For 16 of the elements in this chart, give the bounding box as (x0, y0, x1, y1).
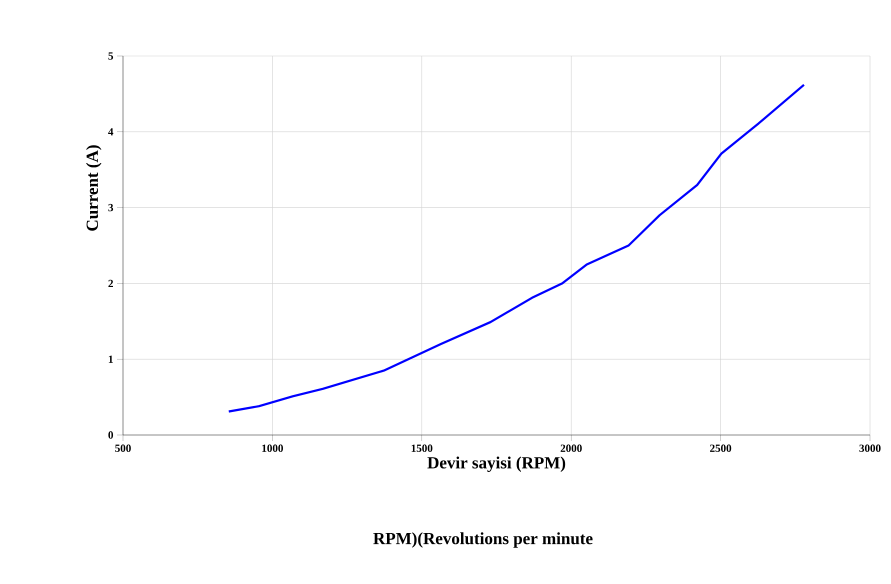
x-tick-label: 1500 (412, 444, 432, 452)
x-tick-label: 3000 (859, 444, 881, 452)
y-tick-label: 3 (108, 204, 114, 212)
y-tick-label: 1 (108, 356, 113, 363)
y-tick-label: 5 (108, 52, 114, 60)
line-series (228, 84, 806, 413)
x-tick-label: 1000 (262, 444, 283, 452)
x-tick-label: 2000 (560, 444, 582, 452)
y-tick-label: 4 (108, 128, 114, 136)
y-axis-title: Current (A) (86, 145, 102, 231)
text: RPM)(Revolutions per minute (373, 532, 593, 548)
x-tick-label: 2500 (710, 444, 732, 452)
y-tick-label: 2 (108, 280, 113, 288)
x-tick-label: 500 (115, 444, 131, 452)
x-axis-title: Devir sayisi (RPM) (427, 456, 566, 472)
y-tick-label: 0 (108, 431, 114, 439)
